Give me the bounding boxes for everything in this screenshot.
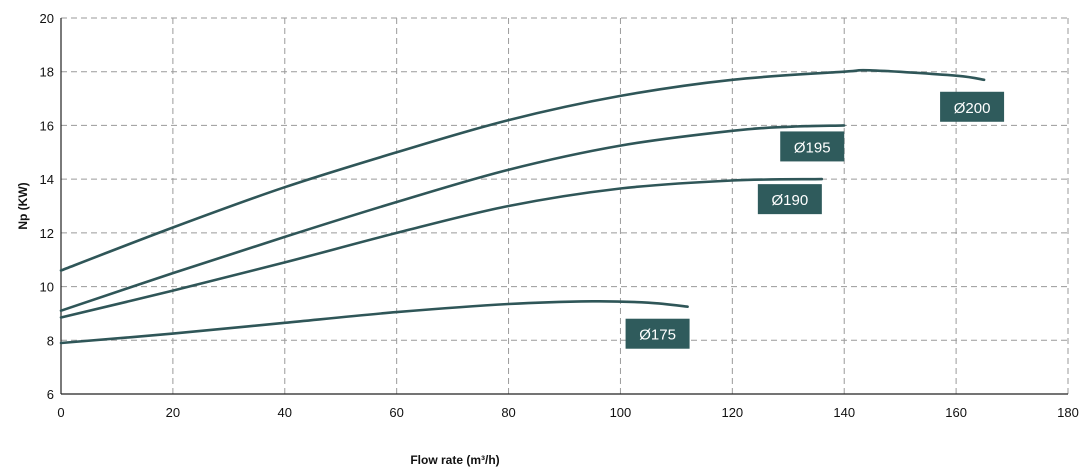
y-tick-label: 12 [40, 226, 54, 241]
y-axis-title: Np (KW) [16, 182, 30, 229]
series-badge-190 [757, 184, 822, 215]
x-tick-label: 100 [610, 405, 632, 420]
series-line-195 [59, 124, 846, 312]
x-tick-label: 120 [721, 405, 743, 420]
y-tick-label: 20 [40, 11, 54, 26]
series-label-200: Ø200 [954, 100, 991, 117]
x-tick-label: 180 [1057, 405, 1079, 420]
grid-lines [61, 17, 1069, 394]
y-tick-label: 6 [47, 387, 54, 402]
series-label-195: Ø195 [794, 139, 831, 156]
x-tick-label: 80 [501, 405, 515, 420]
y-tick-label: 10 [40, 280, 54, 295]
series-labels: Ø200 Ø195 Ø190 Ø175 [625, 91, 1005, 349]
x-tick-label: 140 [833, 405, 855, 420]
tick-labels: 0 20 40 60 80 100 120 140 160 180 6 8 10 12 14 16 18 20 [40, 11, 1079, 420]
x-axis-title: Flow rate (m³/h) [410, 453, 499, 467]
series-line-200 [59, 68, 986, 272]
series-line-175 [59, 299, 689, 345]
y-tick-label: 18 [40, 65, 54, 80]
series-label-175: Ø175 [639, 327, 676, 344]
y-tick-label: 16 [40, 118, 54, 133]
x-tick-label: 160 [945, 405, 967, 420]
series-badge-175 [625, 318, 690, 349]
series-line-190 [59, 177, 824, 319]
series-badge-200 [940, 91, 1005, 122]
y-tick-label: 8 [47, 333, 54, 348]
series-lines [59, 68, 986, 345]
axes [60, 18, 1068, 395]
series-badge-195 [780, 131, 845, 162]
x-tick-label: 40 [278, 405, 292, 420]
series-label-190: Ø190 [771, 192, 808, 209]
x-tick-label: 0 [57, 405, 64, 420]
y-tick-label: 14 [40, 172, 54, 187]
x-tick-label: 60 [389, 405, 403, 420]
x-tick-label: 20 [166, 405, 180, 420]
